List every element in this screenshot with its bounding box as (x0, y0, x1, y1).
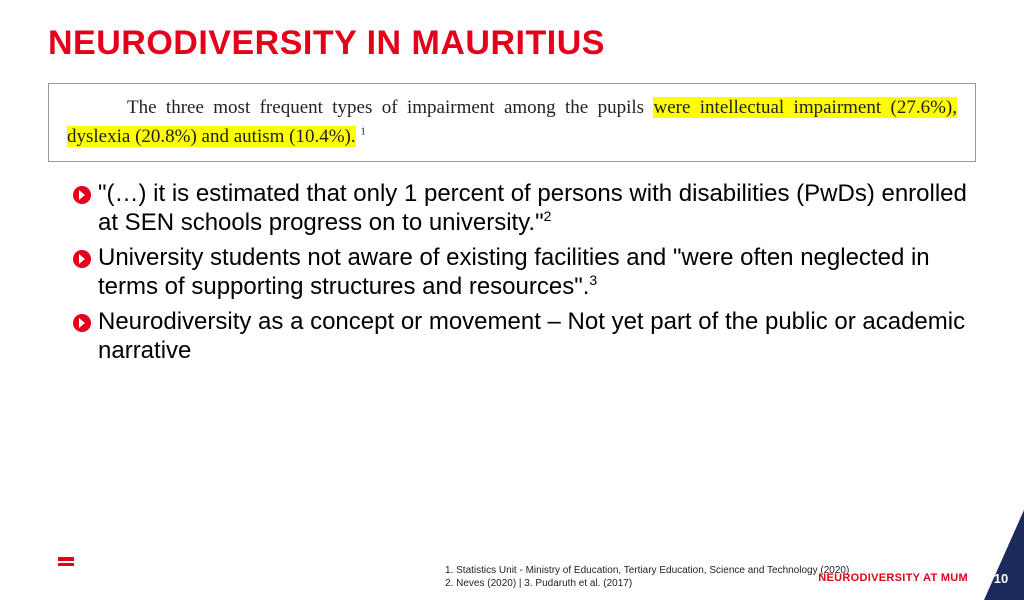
bullet-list: "(…) it is estimated that only 1 percent… (72, 180, 976, 365)
citation-line: 2. Neves (2020) | 3. Pudaruth et al. (20… (445, 577, 849, 590)
bullet-text: "(…) it is estimated that only 1 percent… (98, 180, 967, 236)
list-item: University students not aware of existin… (72, 244, 976, 300)
slide-title: NEURODIVERSITY IN MAURITIUS (48, 24, 1024, 63)
bullet-sup: 2 (544, 208, 552, 224)
arrow-bullet-icon (72, 313, 92, 333)
bullet-text: University students not aware of existin… (98, 244, 930, 300)
quoted-excerpt: The three most frequent types of impairm… (48, 83, 976, 162)
shield-icon (54, 553, 78, 583)
list-item: Neurodiversity as a concept or movement … (72, 308, 976, 364)
quote-citation-sup: 1 (360, 125, 366, 137)
logo-line1: Middlesex (86, 548, 140, 561)
arrow-bullet-icon (72, 249, 92, 269)
bullet-sup: 3 (589, 272, 597, 288)
footer-citations: 1. Statistics Unit - Ministry of Educati… (445, 564, 849, 590)
logo-line2: University (86, 562, 140, 575)
page-number: 10 (988, 571, 1014, 586)
bullet-text: Neurodiversity as a concept or movement … (98, 308, 965, 364)
list-item: "(…) it is estimated that only 1 percent… (72, 180, 976, 236)
arrow-bullet-icon (72, 185, 92, 205)
citation-line: 1. Statistics Unit - Ministry of Educati… (445, 564, 849, 577)
footer-presentation-title: NEURODIVERSITY AT MUM (818, 572, 968, 584)
university-logo: Middlesex University Mauritius (54, 548, 140, 588)
logo-line3: Mauritius (86, 575, 140, 588)
quote-pretext: The three most frequent types of impairm… (127, 97, 653, 118)
footer-accent-navy (984, 510, 1024, 600)
